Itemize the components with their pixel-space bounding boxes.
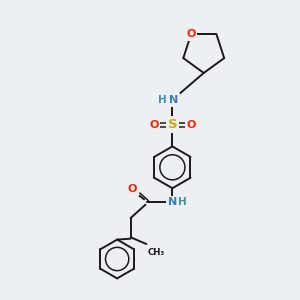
Text: CH₃: CH₃ — [148, 248, 165, 256]
Text: O: O — [186, 29, 196, 39]
Text: N: N — [168, 197, 177, 207]
Text: O: O — [128, 184, 137, 194]
Text: O: O — [149, 120, 159, 130]
Text: O: O — [186, 120, 196, 130]
Text: S: S — [168, 118, 177, 131]
Text: H: H — [158, 95, 167, 105]
Text: H: H — [178, 197, 187, 207]
Text: N: N — [169, 95, 178, 105]
